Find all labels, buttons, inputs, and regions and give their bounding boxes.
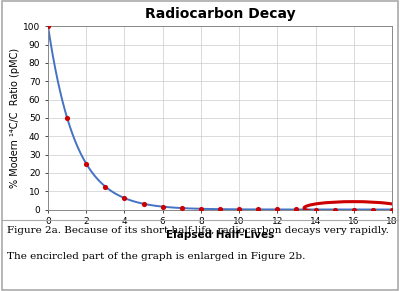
Point — [332, 207, 338, 212]
Point — [121, 196, 128, 200]
Point — [293, 207, 300, 212]
Text: Figure 2a. Because of its short half-life, radiocarbon decays very rapidly.: Figure 2a. Because of its short half-lif… — [7, 226, 389, 235]
Point — [64, 116, 70, 120]
Title: Radiocarbon Decay: Radiocarbon Decay — [145, 7, 295, 21]
Point — [45, 24, 51, 29]
Point — [370, 207, 376, 212]
Y-axis label: % Modern ¹⁴C/C  Ratio (pMC): % Modern ¹⁴C/C Ratio (pMC) — [10, 48, 20, 188]
Point — [312, 207, 319, 212]
Point — [350, 207, 357, 212]
Point — [389, 207, 395, 212]
Point — [83, 161, 90, 166]
Point — [217, 207, 223, 212]
X-axis label: Elapsed Half-Lives: Elapsed Half-Lives — [166, 230, 274, 240]
Point — [198, 207, 204, 211]
Point — [140, 201, 147, 206]
Point — [178, 206, 185, 210]
Point — [255, 207, 262, 212]
Point — [102, 184, 108, 189]
Text: The encircled part of the graph is enlarged in Figure 2b.: The encircled part of the graph is enlar… — [7, 252, 306, 261]
Point — [160, 204, 166, 209]
Point — [236, 207, 242, 212]
Point — [274, 207, 280, 212]
